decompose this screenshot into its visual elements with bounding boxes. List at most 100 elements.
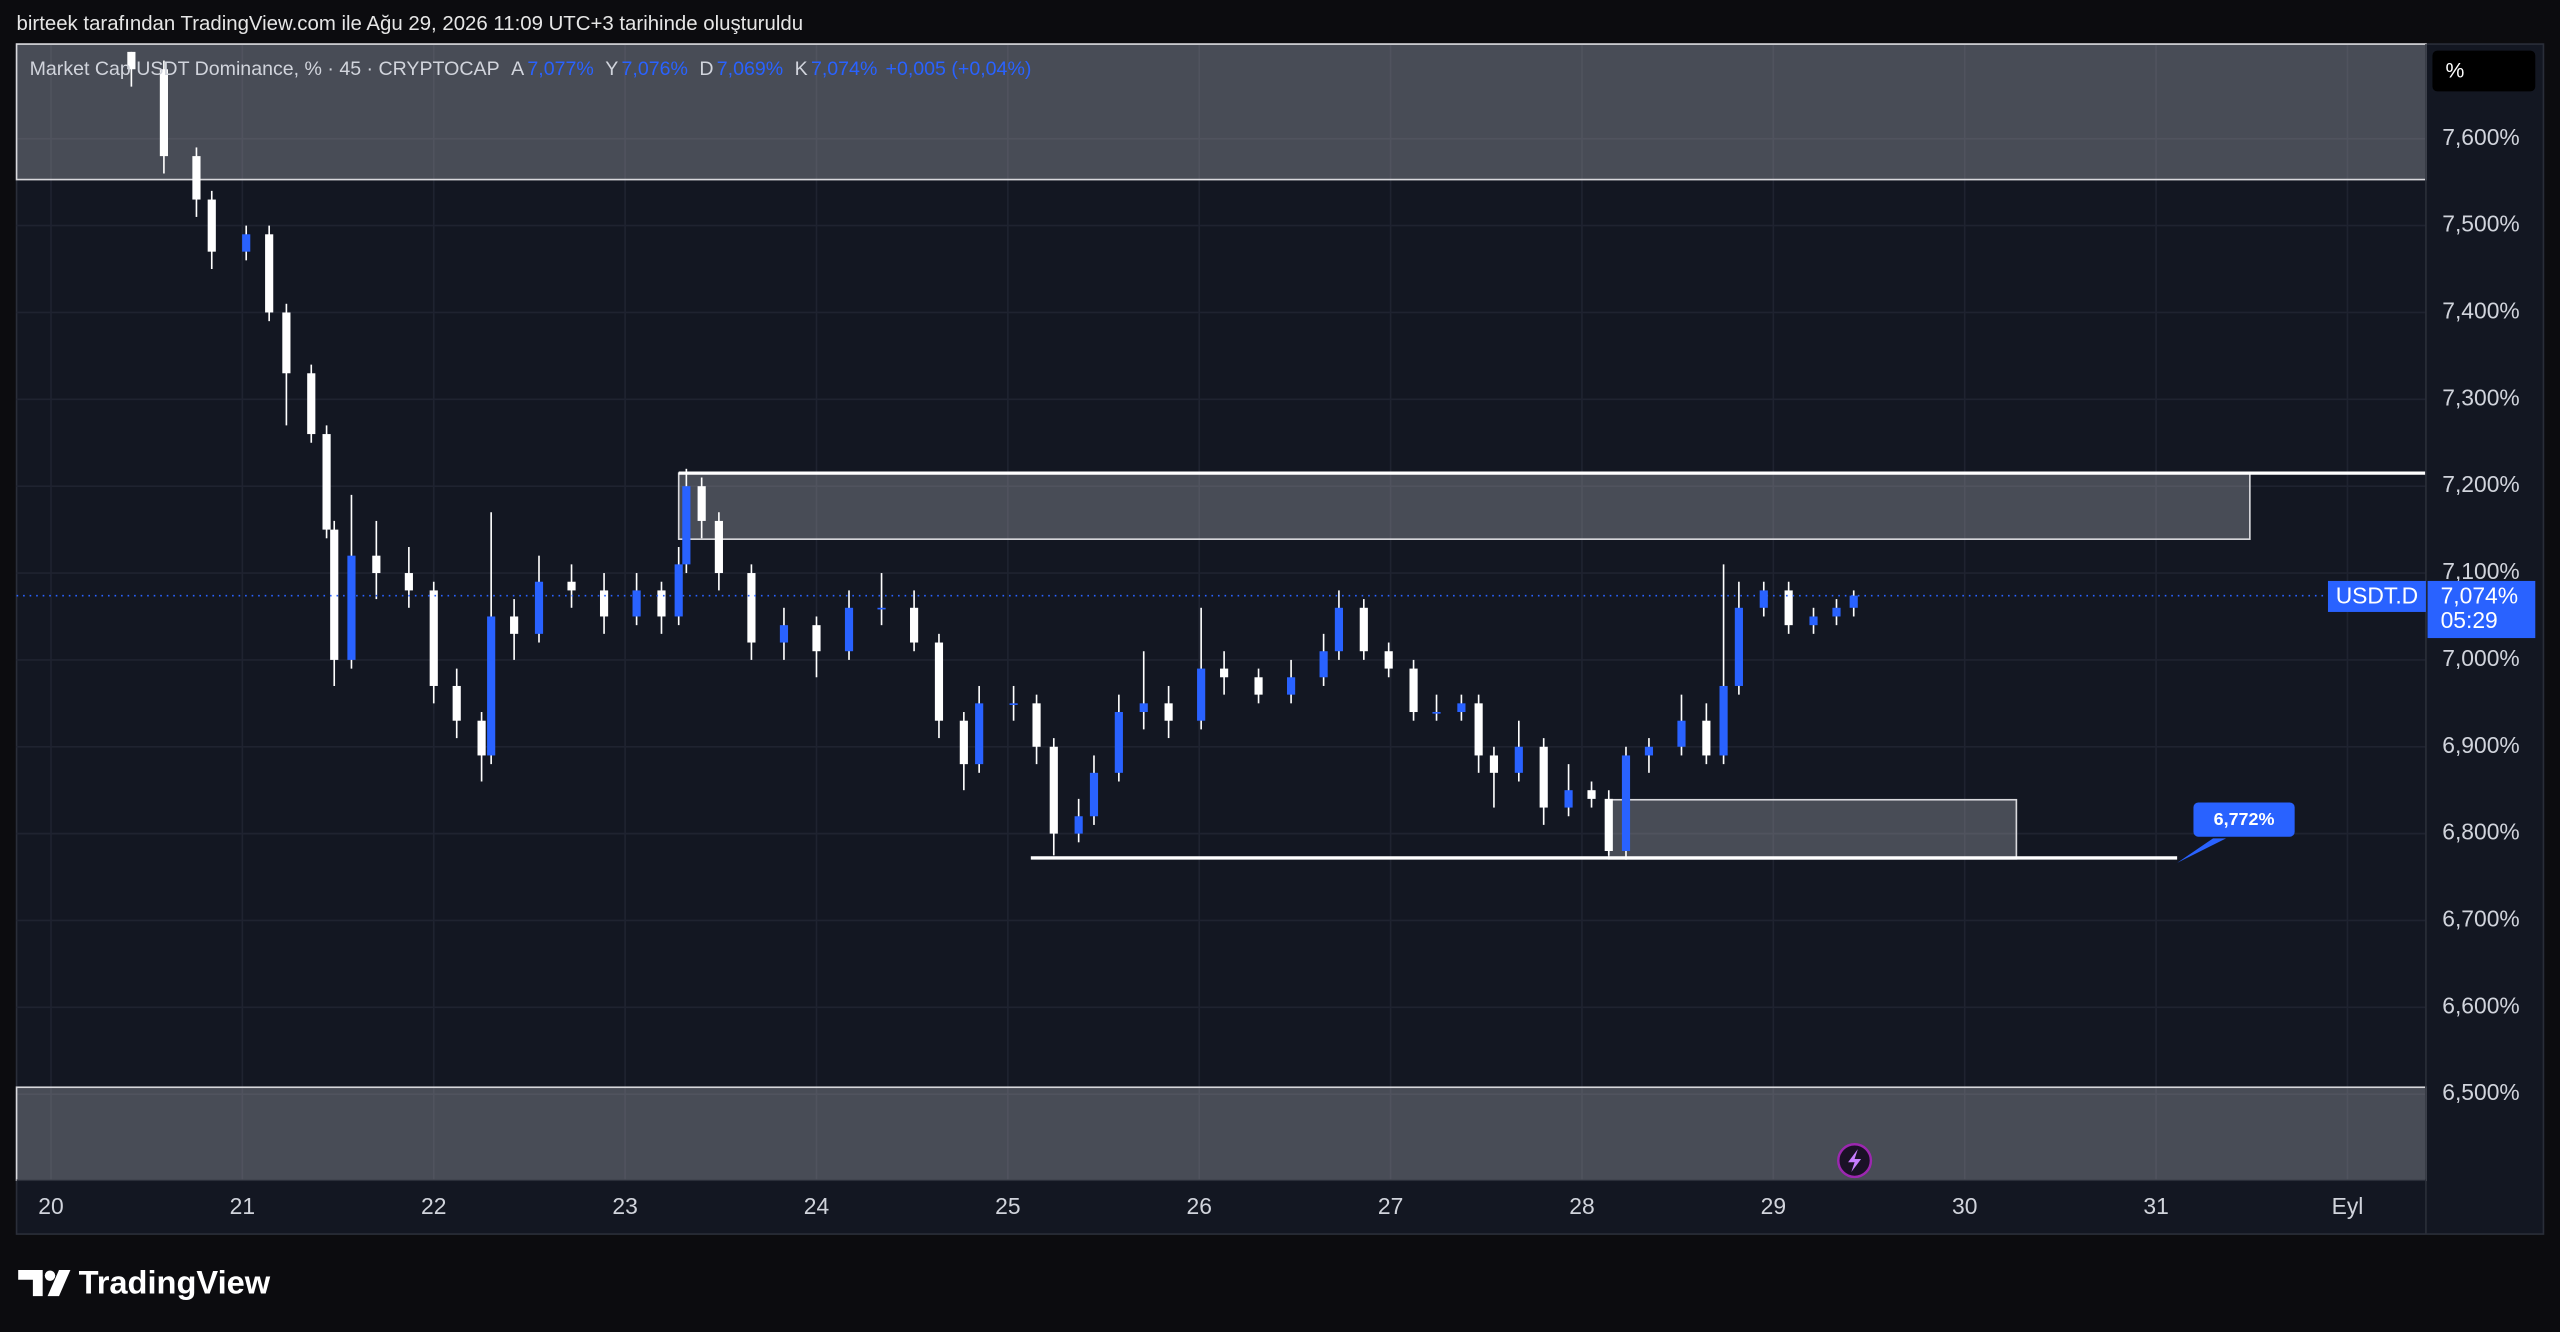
logo-text: TradingView xyxy=(79,1263,271,1300)
x-tick-label: 22 xyxy=(421,1193,446,1219)
chart-panel xyxy=(15,43,2545,1235)
logo-mark xyxy=(18,1269,43,1297)
candle-body xyxy=(1359,607,1368,652)
logo-mark xyxy=(47,1269,71,1297)
legend-title: Market Cap USDT Dominance, % · 45 · CRYP… xyxy=(30,58,500,80)
y-tick-label: 7,200% xyxy=(2442,471,2519,497)
candle-body xyxy=(282,312,291,374)
candle-body xyxy=(1197,668,1206,721)
y-tick-label: 7,300% xyxy=(2442,384,2519,410)
candle-body xyxy=(567,581,576,591)
candle-body xyxy=(404,573,413,591)
candle-body xyxy=(372,555,381,574)
candle-body xyxy=(1089,772,1099,817)
candle-body xyxy=(1564,790,1573,808)
candle-body xyxy=(779,625,789,643)
y-tick-label: 7,500% xyxy=(2442,211,2519,237)
x-tick-label: 21 xyxy=(230,1193,255,1219)
x-tick-label: 29 xyxy=(1761,1193,1786,1219)
candle-body xyxy=(934,642,944,721)
logo-dot xyxy=(44,1270,56,1281)
symbol-label: USDT.D xyxy=(2336,582,2419,608)
candle-body xyxy=(1644,746,1654,756)
y-tick-label: 7,600% xyxy=(2442,124,2519,150)
candle-body xyxy=(1489,755,1499,773)
candle-body xyxy=(1514,746,1523,773)
candle-body xyxy=(1719,685,1728,756)
legend-key: A xyxy=(511,58,525,80)
candle-body xyxy=(1539,746,1548,808)
candle-body xyxy=(1164,703,1173,721)
x-tick-label: 20 xyxy=(38,1193,63,1219)
candle-body xyxy=(1432,712,1441,714)
x-tick-label: 28 xyxy=(1569,1193,1594,1219)
candle-body xyxy=(599,590,609,617)
candle-body xyxy=(330,529,339,660)
unit-button[interactable] xyxy=(2432,50,2536,92)
candle-body xyxy=(207,199,216,252)
candle-body xyxy=(510,616,519,634)
legend-value: 7,074% xyxy=(811,58,877,80)
candle-body xyxy=(632,590,641,617)
candle-body xyxy=(959,720,968,765)
candle-body xyxy=(1139,703,1148,713)
candle-body xyxy=(1409,668,1418,713)
y-tick-label: 6,700% xyxy=(2442,906,2519,932)
zone xyxy=(15,1086,2427,1182)
legend-key: D xyxy=(699,58,713,80)
y-tick-label: 7,000% xyxy=(2442,645,2519,671)
candle-body xyxy=(1032,703,1041,747)
candle-body xyxy=(429,590,438,686)
candle-body xyxy=(1114,712,1123,773)
candle-body xyxy=(1334,607,1344,652)
candle-body xyxy=(534,581,544,634)
candle-body xyxy=(877,607,886,610)
candle-body xyxy=(1049,746,1058,834)
legend-value: 7,077% xyxy=(527,58,593,80)
candle-body xyxy=(697,486,706,521)
candle-body xyxy=(192,156,201,200)
legend-value: 7,076% xyxy=(622,58,688,80)
price-box xyxy=(2427,580,2536,639)
candle-body xyxy=(159,69,168,157)
y-tick-label: 7,400% xyxy=(2442,297,2519,323)
callout-label: 6,772% xyxy=(2214,809,2275,829)
y-tick-label: 6,500% xyxy=(2442,1079,2519,1105)
candle-body xyxy=(1849,595,1858,608)
candle-body xyxy=(1254,677,1263,695)
candle-body xyxy=(975,703,984,765)
x-tick-label: Eyl xyxy=(2332,1193,2364,1219)
candle-body xyxy=(1734,607,1743,686)
callout-pointer xyxy=(2177,838,2227,863)
legend-change: +0,005 (+0,04%) xyxy=(886,58,1032,80)
x-tick-label: 30 xyxy=(1952,1193,1977,1219)
zone xyxy=(1607,798,2018,860)
x-tick-label: 24 xyxy=(804,1193,830,1219)
x-tick-label: 26 xyxy=(1187,1193,1212,1219)
y-tick-label: 6,600% xyxy=(2442,992,2519,1018)
x-tick-label: 23 xyxy=(612,1193,637,1219)
candle-body xyxy=(307,373,316,435)
y-tick-label: 7,100% xyxy=(2442,558,2519,584)
candle-body xyxy=(242,234,251,252)
caption: birteek tarafından TradingView.com ile A… xyxy=(17,13,803,35)
candle-body xyxy=(747,573,756,643)
candle-body xyxy=(682,486,691,565)
candle-body xyxy=(1457,703,1466,713)
lightning xyxy=(1848,1149,1862,1173)
candle-body xyxy=(1074,816,1083,834)
candle-body xyxy=(1809,616,1818,626)
candle-body xyxy=(844,607,854,652)
zone xyxy=(15,43,2427,181)
candle-body xyxy=(1287,677,1296,695)
x-tick-label: 27 xyxy=(1378,1193,1403,1219)
countdown: 05:29 xyxy=(2441,607,2498,633)
y-tick-label: 6,900% xyxy=(2442,732,2519,758)
logo: TradingView xyxy=(18,1263,271,1300)
candle-body xyxy=(812,625,821,652)
candle-body xyxy=(1319,651,1328,678)
candle-body xyxy=(657,590,666,617)
legend: Market Cap USDT Dominance, % · 45 · CRYP… xyxy=(30,58,1032,80)
candle-body xyxy=(1604,798,1613,851)
